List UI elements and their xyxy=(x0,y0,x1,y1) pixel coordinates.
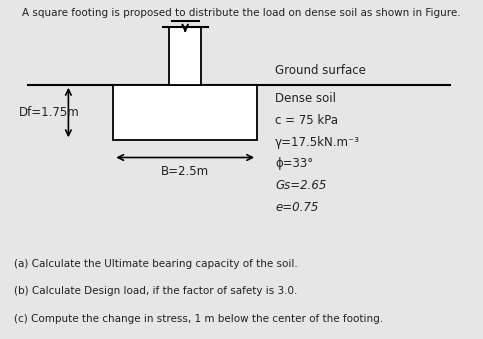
Text: B=2.5m: B=2.5m xyxy=(161,165,209,178)
Text: c = 75 kPa: c = 75 kPa xyxy=(275,114,338,127)
Text: (c) Compute the change in stress, 1 m below the center of the footing.: (c) Compute the change in stress, 1 m be… xyxy=(14,314,384,323)
Bar xyxy=(170,27,201,85)
Bar xyxy=(114,85,257,140)
Text: Gs=2.65: Gs=2.65 xyxy=(275,179,327,193)
Text: Ground surface: Ground surface xyxy=(275,64,366,77)
Text: (b) Calculate Design load, if the factor of safety is 3.0.: (b) Calculate Design load, if the factor… xyxy=(14,286,298,296)
Text: A square footing is proposed to distribute the load on dense soil as shown in Fi: A square footing is proposed to distribu… xyxy=(22,8,461,18)
Text: ϕ=33°: ϕ=33° xyxy=(275,158,313,171)
Text: Df=1.75m: Df=1.75m xyxy=(19,106,80,119)
Text: (a) Calculate the Ultimate bearing capacity of the soil.: (a) Calculate the Ultimate bearing capac… xyxy=(14,259,298,269)
Text: e=0.75: e=0.75 xyxy=(275,201,318,214)
Text: Dense soil: Dense soil xyxy=(275,92,336,105)
Text: γ=17.5kN.m⁻³: γ=17.5kN.m⁻³ xyxy=(275,136,360,148)
